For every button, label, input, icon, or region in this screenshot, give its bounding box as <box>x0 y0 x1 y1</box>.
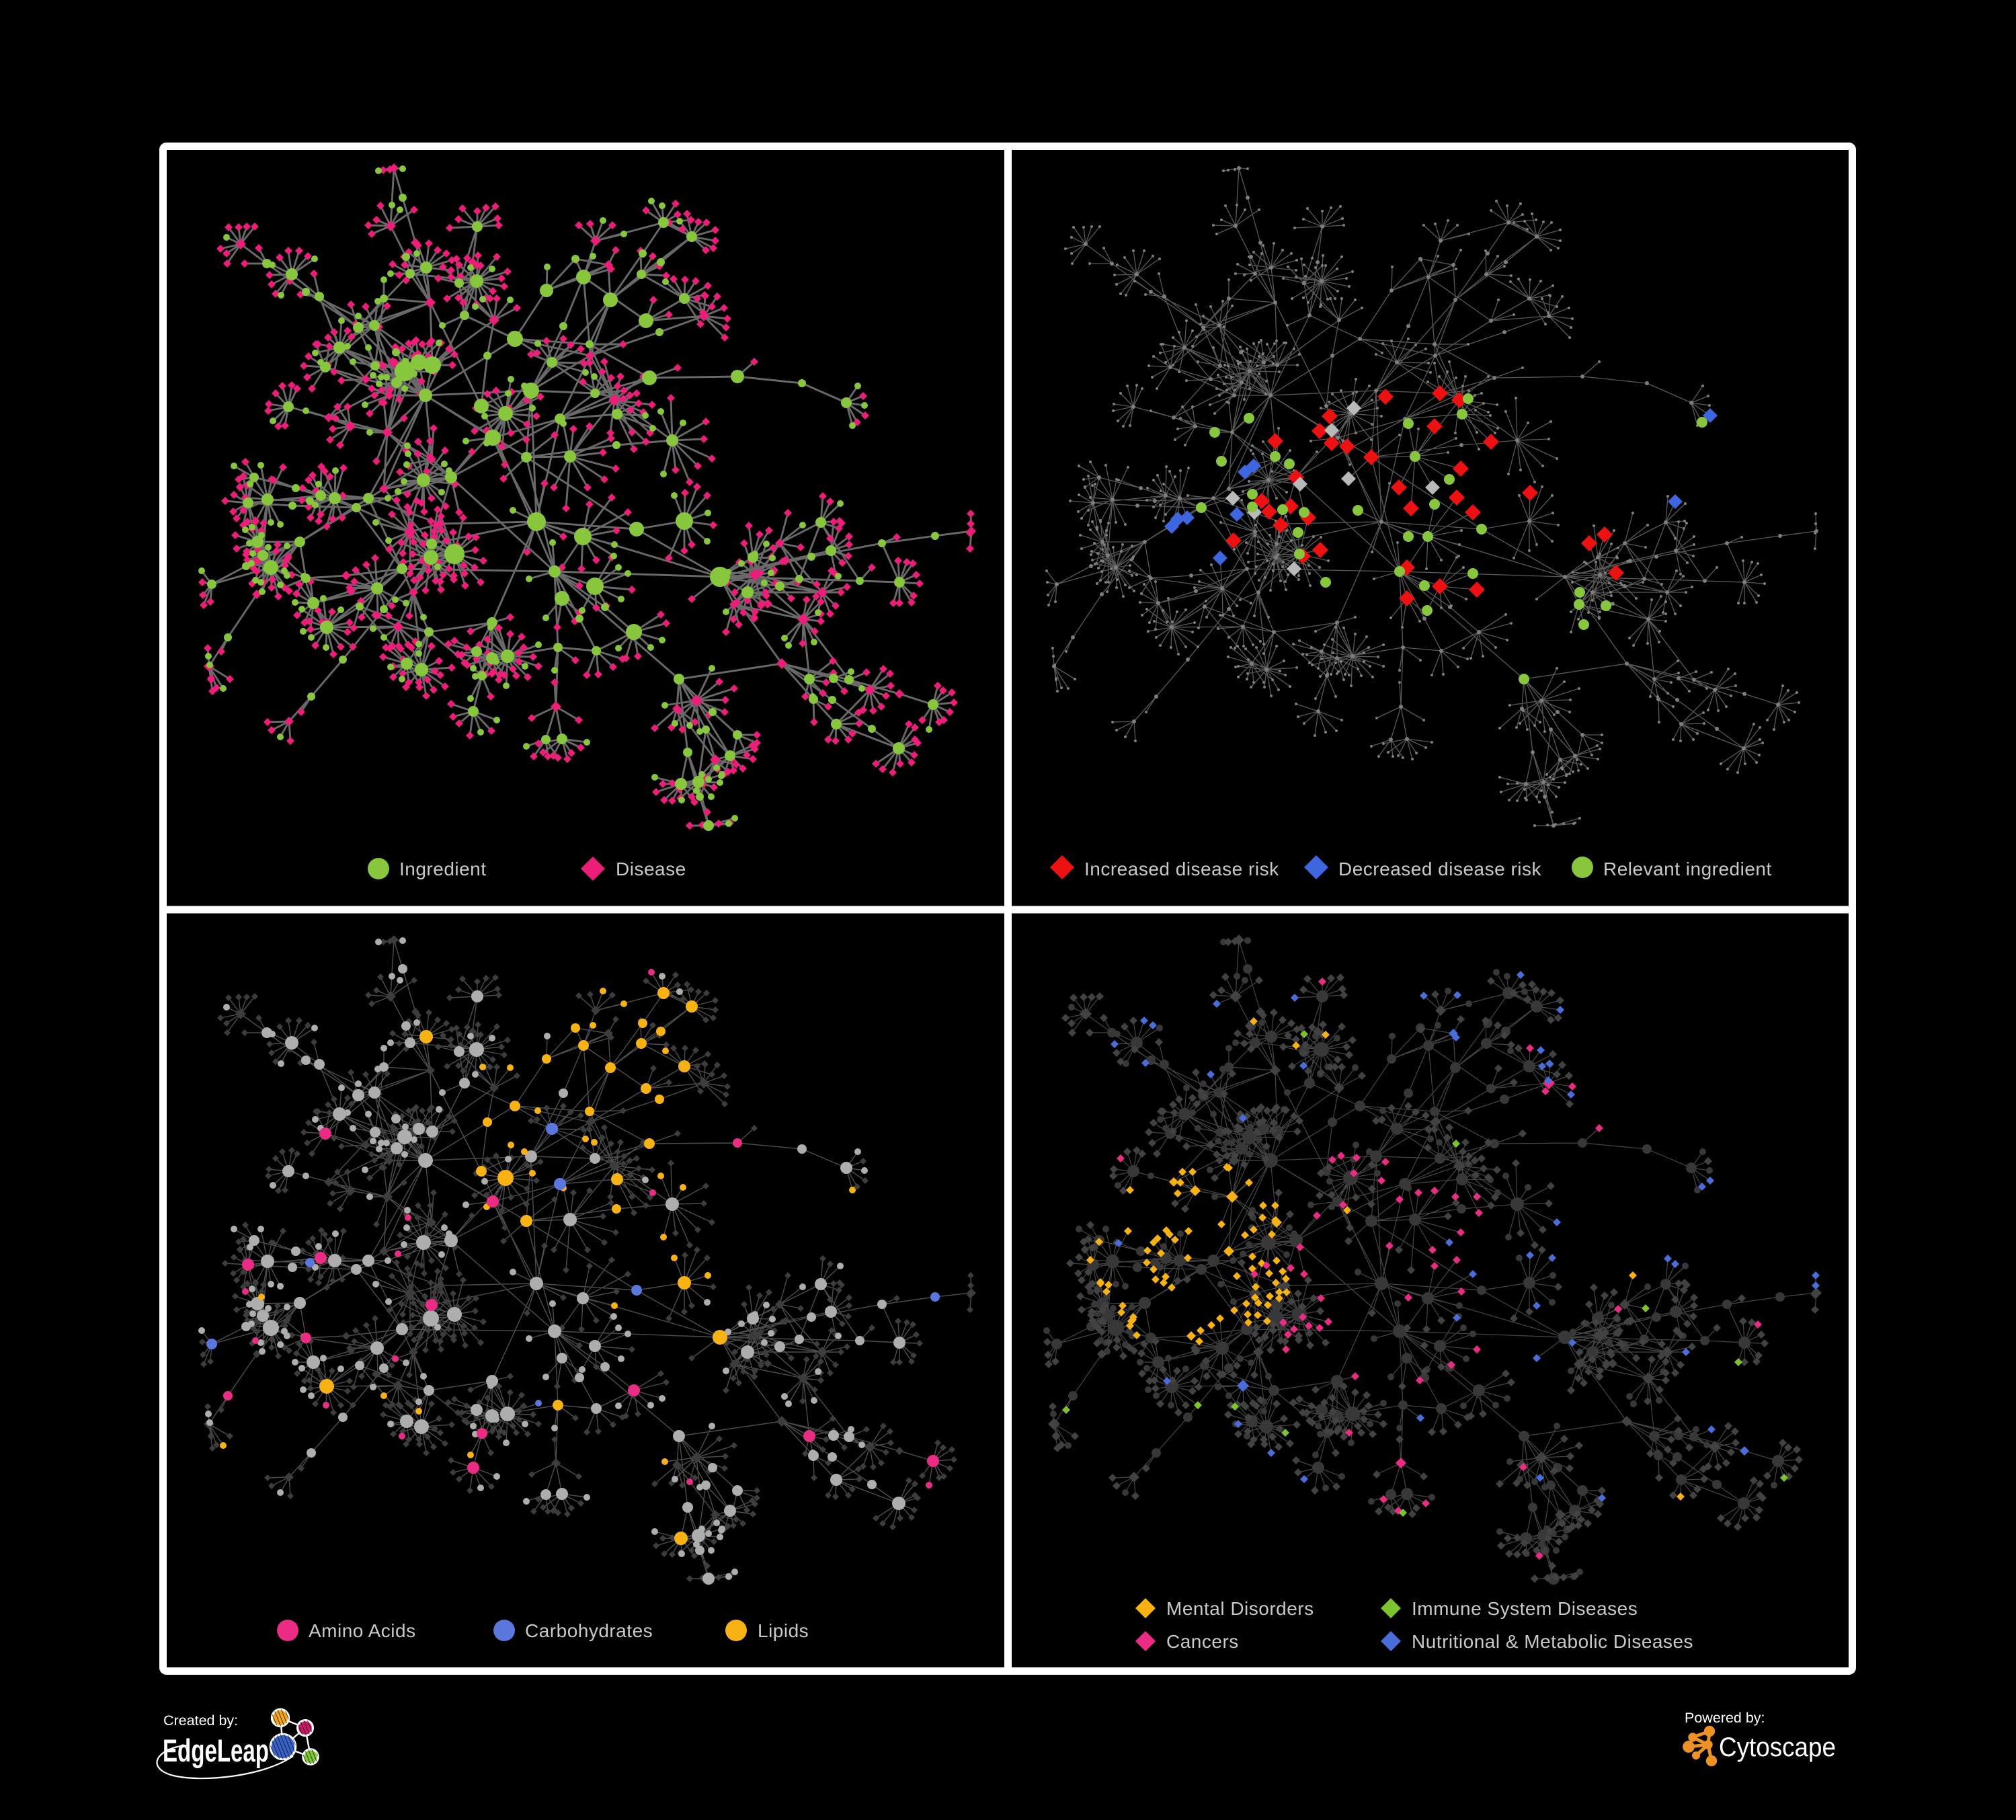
svg-text:Relevant ingredient: Relevant ingredient <box>1603 859 1772 879</box>
svg-text:Decreased disease risk: Decreased disease risk <box>1338 859 1542 879</box>
svg-text:Cytoscape: Cytoscape <box>1719 1733 1836 1762</box>
svg-text:Disease: Disease <box>616 859 686 879</box>
svg-text:Increased disease risk: Increased disease risk <box>1084 859 1279 879</box>
svg-text:Powered by:: Powered by: <box>1685 1710 1765 1726</box>
svg-text:Ingredient: Ingredient <box>399 859 487 879</box>
svg-text:EdgeLeap: EdgeLeap <box>163 1733 269 1768</box>
svg-text:Cancers: Cancers <box>1166 1631 1239 1652</box>
svg-text:Mental Disorders: Mental Disorders <box>1166 1598 1314 1619</box>
svg-text:Amino Acids: Amino Acids <box>309 1620 416 1641</box>
svg-text:Nutritional & Metabolic Diseas: Nutritional & Metabolic Diseases <box>1412 1631 1693 1652</box>
svg-text:Lipids: Lipids <box>758 1620 809 1641</box>
svg-text:Carbohydrates: Carbohydrates <box>525 1620 653 1641</box>
svg-text:Created by:: Created by: <box>163 1712 238 1729</box>
svg-text:Immune System Diseases: Immune System Diseases <box>1412 1598 1638 1619</box>
